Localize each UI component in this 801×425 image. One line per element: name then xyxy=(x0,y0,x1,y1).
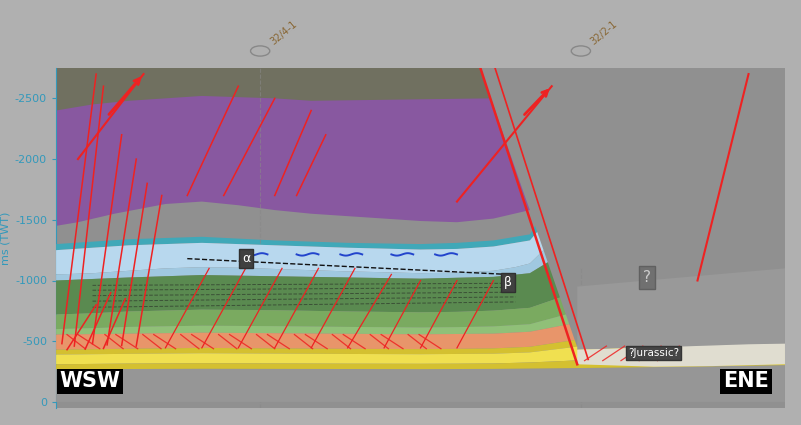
Polygon shape xyxy=(56,340,577,354)
Text: β: β xyxy=(505,276,513,289)
Polygon shape xyxy=(56,350,785,369)
Polygon shape xyxy=(56,226,537,250)
Text: ?Jurassic?: ?Jurassic? xyxy=(628,348,679,358)
Polygon shape xyxy=(56,324,574,350)
Polygon shape xyxy=(578,268,785,350)
Polygon shape xyxy=(56,250,548,280)
Polygon shape xyxy=(56,262,560,314)
Polygon shape xyxy=(56,68,785,402)
Polygon shape xyxy=(578,344,785,367)
Text: WSW: WSW xyxy=(60,371,121,391)
Polygon shape xyxy=(56,68,530,226)
Polygon shape xyxy=(56,314,570,334)
Polygon shape xyxy=(56,68,491,110)
Polygon shape xyxy=(56,365,785,402)
Text: ENE: ENE xyxy=(723,371,769,391)
Text: α: α xyxy=(242,252,250,265)
Text: 32/2-1: 32/2-1 xyxy=(589,19,619,47)
Polygon shape xyxy=(56,347,785,364)
Polygon shape xyxy=(56,298,566,329)
Text: 32/4-1: 32/4-1 xyxy=(268,19,299,47)
Polygon shape xyxy=(56,232,544,275)
Text: ?: ? xyxy=(643,270,651,285)
Y-axis label: ms (TWT): ms (TWT) xyxy=(1,211,10,265)
